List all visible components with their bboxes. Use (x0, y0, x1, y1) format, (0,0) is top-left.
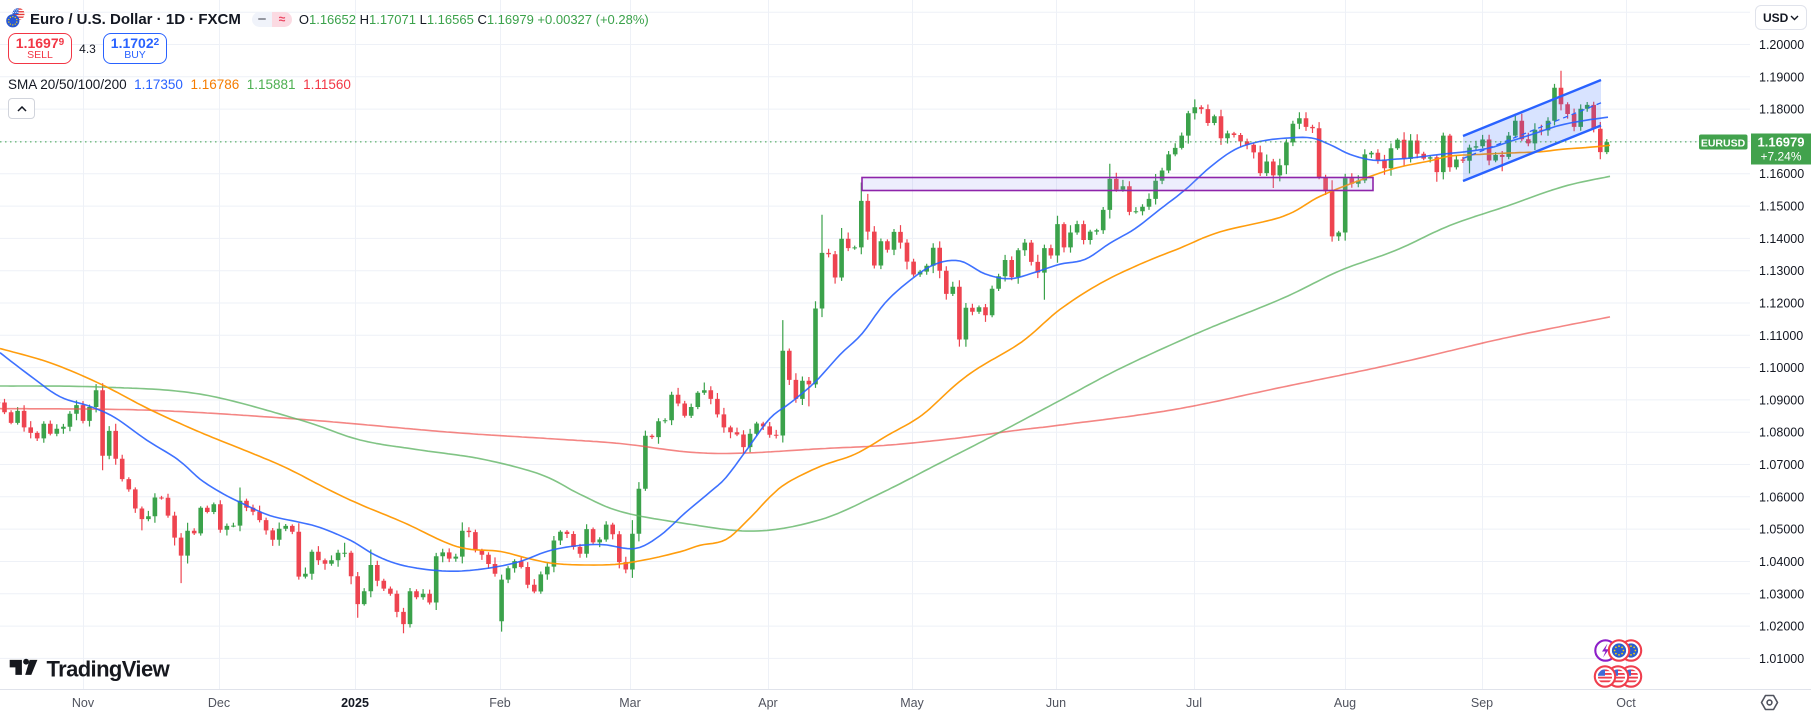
svg-text:1.01000: 1.01000 (1759, 652, 1804, 666)
svg-text:Apr: Apr (758, 696, 777, 710)
svg-text:1.16000: 1.16000 (1759, 167, 1804, 181)
svg-text:1.18000: 1.18000 (1759, 103, 1804, 117)
svg-text:1.06000: 1.06000 (1759, 490, 1804, 504)
svg-text:Dec: Dec (208, 696, 230, 710)
svg-text:1.15000: 1.15000 (1759, 200, 1804, 214)
svg-text:1.05000: 1.05000 (1759, 523, 1804, 537)
svg-text:Feb: Feb (489, 696, 511, 710)
svg-text:1.07000: 1.07000 (1759, 458, 1804, 472)
svg-text:May: May (900, 696, 924, 710)
svg-text:Mar: Mar (619, 696, 641, 710)
svg-text:1.02000: 1.02000 (1759, 620, 1804, 634)
svg-text:Jun: Jun (1046, 696, 1066, 710)
svg-text:1.16979: 1.16979 (1758, 135, 1805, 150)
svg-text:1.20000: 1.20000 (1759, 38, 1804, 52)
svg-text:Oct: Oct (1616, 696, 1636, 710)
svg-text:1.10000: 1.10000 (1759, 361, 1804, 375)
svg-text:2025: 2025 (341, 696, 369, 710)
svg-text:1.03000: 1.03000 (1759, 587, 1804, 601)
svg-text:1.14000: 1.14000 (1759, 232, 1804, 246)
svg-text:1.11000: 1.11000 (1759, 329, 1803, 343)
svg-text:Aug: Aug (1334, 696, 1356, 710)
svg-text:1.12000: 1.12000 (1759, 297, 1804, 311)
svg-text:Nov: Nov (72, 696, 95, 710)
svg-text:1.09000: 1.09000 (1759, 393, 1804, 407)
svg-text:EURUSD: EURUSD (1701, 137, 1746, 149)
svg-text:1.08000: 1.08000 (1759, 426, 1804, 440)
svg-text:TradingView: TradingView (47, 657, 171, 682)
svg-text:Jul: Jul (1186, 696, 1202, 710)
svg-text:1.04000: 1.04000 (1759, 555, 1804, 569)
svg-text:1.13000: 1.13000 (1759, 264, 1804, 278)
svg-text:Sep: Sep (1471, 696, 1493, 710)
svg-text:1.19000: 1.19000 (1759, 70, 1804, 84)
svg-text:+7.24%: +7.24% (1760, 150, 1801, 164)
